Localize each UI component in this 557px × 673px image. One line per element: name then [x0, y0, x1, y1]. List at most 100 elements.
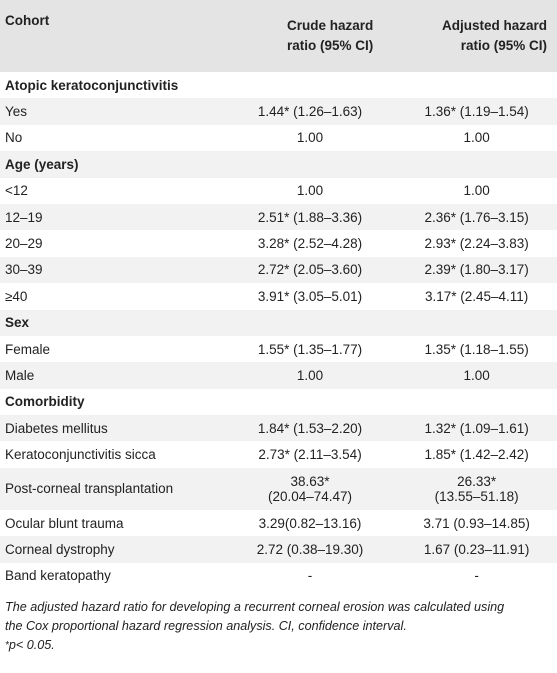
crude-hr-value: 3.29(0.82–13.16)	[258, 515, 362, 531]
row-label: ≥40	[5, 288, 28, 304]
adjusted-hr-value: 2.36* (1.76–3.15)	[424, 209, 529, 225]
crude-hr-value: 1.84* (1.53–2.20)	[257, 420, 363, 436]
adjusted-hr-cell: 1.00	[391, 178, 557, 204]
crude-hr-value: -	[307, 568, 313, 584]
crude-hr-cell	[224, 389, 392, 415]
table-row: Band keratopathy - -	[0, 562, 557, 590]
hazard-ratio-table: Cohort Crude hazard ratio (95% CI) Adjus…	[0, 0, 557, 590]
adjusted-hr-cell: 26.33* (13.55–51.18)	[391, 468, 557, 510]
crude-hr-value: 2.51* (1.88–3.36)	[257, 209, 363, 225]
table-row: Diabetes mellitus 1.84* (1.53–2.20) 1.32* …	[0, 415, 557, 442]
footnote-significance: *p< 0.05.	[5, 636, 551, 655]
section-label: Age (years)	[5, 156, 79, 172]
crude-hr-cell: 2.72 (0.38–19.30)	[224, 536, 392, 562]
row-label: Corneal dystrophy	[5, 541, 115, 557]
crude-hr-value: 2.72* (2.05–3.60)	[257, 262, 363, 278]
crude-hr-cell: 1.44* (1.26–1.63)	[224, 98, 392, 124]
crude-hr-cell	[224, 310, 392, 336]
section-label: Atopic keratoconjunctivitis	[5, 77, 179, 93]
footnote-line2: the Cox proportional hazard regression a…	[5, 619, 407, 634]
row-label: Post-corneal transplantation	[5, 481, 174, 497]
crude-hr-value: 1.44* (1.26–1.63)	[257, 104, 363, 120]
footnote-sig-mark: *	[5, 640, 9, 652]
table-row: <12 1.00 1.00	[0, 177, 557, 204]
crude-hr-value: 2.72 (0.38–19.30)	[256, 541, 364, 557]
adjusted-hr-value: 3.17* (2.45–4.11)	[424, 288, 529, 304]
section-row: Comorbidity	[0, 388, 557, 416]
header-crude-line1: Crude hazard	[287, 18, 374, 33]
section-label: Comorbidity	[5, 394, 85, 410]
crude-hr-value: 3.91* (3.05–5.01)	[257, 288, 363, 304]
adjusted-hr-value: 2.93* (2.24–3.83)	[424, 236, 529, 252]
table-row: Post-corneal transplantation 38.63* (20.04…	[0, 467, 557, 510]
table-footnote: The adjusted hazard ratio for developing…	[0, 589, 557, 655]
crude-hr-cell: 2.51* (1.88–3.36)	[224, 204, 392, 230]
crude-hr-value: 38.63*	[290, 473, 330, 489]
crude-hr-cell: 38.63* (20.04–74.47)	[224, 468, 392, 510]
header-adjusted-line2: ratio (95% CI)	[460, 38, 547, 53]
row-label: Yes	[5, 104, 28, 120]
adjusted-hr-cell: 2.39* (1.80–3.17)	[391, 257, 557, 283]
table-row: 30–39 2.72* (2.05–3.60) 2.39* (1.80–3.17)	[0, 256, 557, 284]
crude-hr-value: 1.00	[296, 130, 324, 146]
adjusted-hr-cell	[391, 310, 557, 336]
adjusted-hr-value: 2.39* (1.80–3.17)	[424, 262, 529, 278]
adjusted-hr-value: -	[474, 568, 479, 584]
crude-hr-value: 1.00	[296, 367, 324, 383]
adjusted-hr-value: 1.85* (1.42–2.42)	[424, 447, 529, 463]
header-adjusted-line1: Adjusted hazard	[441, 18, 547, 33]
adjusted-hr-cell: 1.32* (1.09–1.61)	[391, 415, 557, 441]
table-row: Yes 1.44* (1.26–1.63) 1.36* (1.19–1.54)	[0, 98, 557, 125]
header-crude-line2: ratio (95% CI)	[287, 38, 374, 53]
crude-hr-cell: 1.55* (1.35–1.77)	[224, 336, 392, 362]
adjusted-hr-value: 26.33*	[457, 473, 497, 489]
section-row: Age (years)	[0, 151, 557, 178]
table-row: ≥40 3.91* (3.05–5.01) 3.17* (2.45–4.11)	[0, 283, 557, 310]
header-crude-hazard-ratio: Crude hazard ratio (95% CI)	[224, 0, 392, 72]
row-label: No	[5, 130, 23, 146]
crude-hr-cell: 2.72* (2.05–3.60)	[224, 257, 392, 283]
table-row: Male 1.00 1.00	[0, 362, 557, 389]
adjusted-hr-cell: 1.35* (1.18–1.55)	[391, 336, 557, 362]
table-row: Ocular blunt trauma 3.29(0.82–13.16) 3.71 …	[0, 509, 557, 537]
crude-hr-cell: -	[224, 563, 392, 589]
crude-hr-cell: 3.29(0.82–13.16)	[224, 510, 392, 536]
table-body: Atopic keratoconjunctivitis Yes 1.44* (1.2…	[0, 72, 557, 590]
row-label: 12–19	[5, 209, 43, 225]
row-label: Ocular blunt trauma	[5, 515, 124, 531]
adjusted-hr-value: 1.00	[463, 183, 490, 199]
row-label: Keratoconjunctivitis sicca	[5, 447, 156, 463]
crude-hr-cell: 1.00	[224, 125, 392, 151]
table-row: Female 1.55* (1.35–1.77) 1.35* (1.18–1.55)	[0, 335, 557, 363]
section-label: Sex	[5, 315, 30, 331]
adjusted-hr-cell: -	[391, 563, 557, 589]
header-adjusted-hazard-ratio: Adjusted hazard ratio (95% CI)	[391, 0, 557, 72]
crude-hr-value: 3.28* (2.52–4.28)	[257, 236, 363, 252]
adjusted-hr-cell	[391, 151, 557, 177]
adjusted-hr-cell	[391, 389, 557, 415]
adjusted-hr-cell: 3.17* (2.45–4.11)	[391, 283, 557, 309]
adjusted-hr-cell: 1.00	[391, 362, 557, 388]
row-label: Male	[5, 367, 35, 383]
crude-hr-value: 2.73* (2.11–3.54)	[258, 447, 362, 463]
row-label: Band keratopathy	[5, 568, 111, 584]
adjusted-hr-cell: 1.36* (1.19–1.54)	[391, 98, 557, 124]
section-row: Atopic keratoconjunctivitis	[0, 72, 557, 99]
footnote-sig-text: p< 0.05.	[8, 638, 55, 653]
table-header: Cohort Crude hazard ratio (95% CI) Adjus…	[0, 0, 557, 72]
adjusted-hr-value: 1.35* (1.18–1.55)	[424, 341, 529, 357]
header-cohort: Cohort	[5, 13, 50, 28]
crude-hr-value: 1.55* (1.35–1.77)	[257, 341, 363, 357]
adjusted-hr-value: 1.36* (1.19–1.54)	[424, 104, 529, 120]
crude-hr-cell	[224, 72, 392, 98]
adjusted-hr-cell	[391, 72, 557, 98]
row-label: 20–29	[5, 236, 43, 252]
crude-hr-cell: 2.73* (2.11–3.54)	[224, 441, 392, 467]
adjusted-hr-cell: 1.67 (0.23–11.91)	[391, 536, 557, 562]
adjusted-hr-value: 1.67 (0.23–11.91)	[423, 541, 530, 557]
crude-hr-cell	[224, 151, 392, 177]
adjusted-hr-value: 3.71 (0.93–14.85)	[423, 515, 530, 531]
adjusted-hr-cell: 1.00	[391, 125, 557, 151]
adjusted-hr-value: 1.00	[463, 367, 490, 383]
crude-hr-cell: 3.91* (3.05–5.01)	[224, 283, 392, 309]
